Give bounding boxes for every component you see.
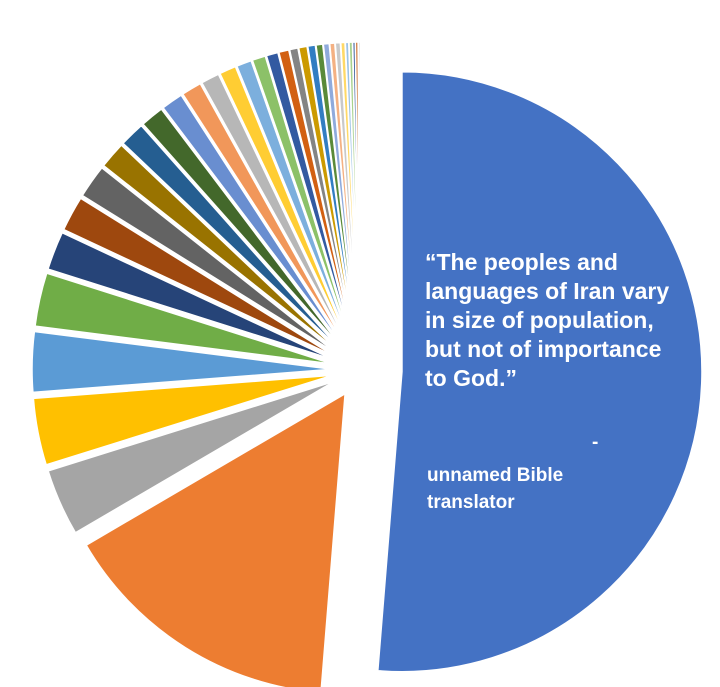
quote-attribution: unnamed Bible translator [427, 465, 564, 513]
pie-slice-8 [62, 197, 336, 358]
pie-slice-2 [85, 392, 346, 687]
pie-slice-20 [277, 48, 355, 343]
pie-slice-16 [218, 65, 350, 345]
pie-slice-1 [377, 70, 703, 673]
attribution-dash: - [592, 432, 599, 453]
pie-slice-21 [288, 47, 356, 343]
pie-slice-9 [81, 166, 338, 355]
pie-slice-19 [265, 51, 354, 344]
pie-slice-22 [297, 45, 356, 343]
pie-slice-3 [47, 380, 335, 534]
pie-slice-10 [102, 144, 340, 353]
pie-slice-4 [32, 374, 333, 466]
quote-text: “The peoples and languages of Iran vary … [425, 249, 670, 391]
pie-slice-13 [161, 94, 345, 348]
pie-slice-12 [141, 107, 343, 349]
pie-slice-33 [357, 41, 361, 343]
pie-slice-5 [31, 330, 333, 394]
pie-slice-7 [47, 231, 335, 361]
pie-slice-15 [200, 73, 348, 346]
pie-slice-6 [34, 272, 333, 365]
pie-slice-18 [251, 55, 353, 344]
pie-slice-11 [121, 124, 342, 351]
pie-slice-14 [181, 82, 347, 347]
pie-slice-17 [235, 59, 351, 345]
